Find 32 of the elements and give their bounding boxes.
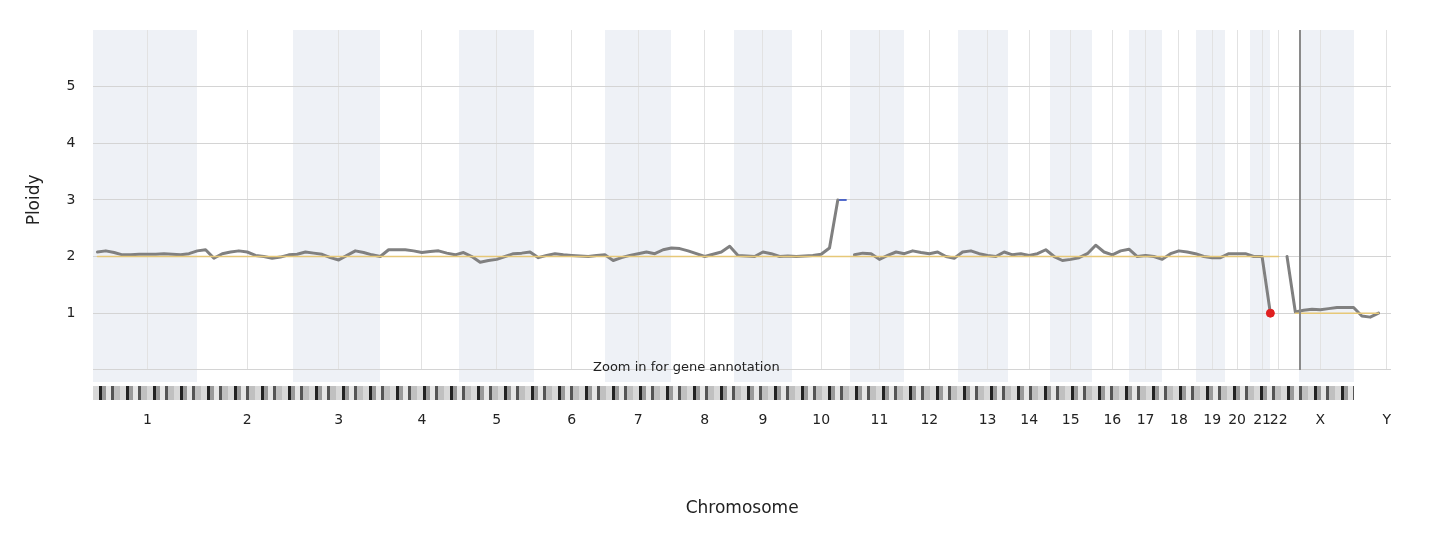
x-tick-label: Y — [1381, 410, 1392, 427]
x-tick-label: 21 — [1253, 410, 1271, 427]
x-tick-label: 13 — [978, 410, 997, 427]
y-tick-label: 4 — [66, 133, 76, 150]
y-tick-label: 2 — [66, 247, 76, 264]
x-tick-label: 8 — [700, 410, 710, 427]
annotation: Zoom in for gene annotation — [593, 358, 780, 374]
x-tick-label: 4 — [417, 410, 427, 427]
x-axis-title: Chromosome — [685, 497, 799, 518]
x-tick-label: X — [1315, 410, 1326, 427]
x-tick-label: 1 — [142, 410, 152, 427]
x-tick-label: 22 — [1269, 410, 1288, 427]
y-tick-label: 1 — [66, 303, 76, 320]
y-axis-title: Ploidy — [22, 174, 43, 226]
x-tick-label: 3 — [334, 410, 344, 427]
x-tick-label: 18 — [1169, 410, 1188, 427]
x-tick-label: 9 — [758, 410, 768, 427]
y-tick-label: 5 — [66, 77, 76, 94]
x-tick-label: 5 — [492, 410, 502, 427]
x-tick-label: 14 — [1020, 410, 1039, 427]
x-tick-label: 11 — [870, 410, 889, 427]
x-tick-label: 7 — [633, 410, 643, 427]
x-tick-label: 2 — [242, 410, 252, 427]
x-tick-label: 10 — [812, 410, 831, 427]
x-tick-label: 12 — [920, 410, 939, 427]
x-tick-label: 6 — [567, 410, 577, 427]
x-tick-label: 15 — [1061, 410, 1080, 427]
y-tick-label: 3 — [66, 190, 76, 207]
x-tick-label: 19 — [1203, 410, 1222, 427]
x-tick-label: 20 — [1228, 410, 1247, 427]
x-tick-label: 16 — [1103, 410, 1122, 427]
x-tick-label: 17 — [1136, 410, 1155, 427]
